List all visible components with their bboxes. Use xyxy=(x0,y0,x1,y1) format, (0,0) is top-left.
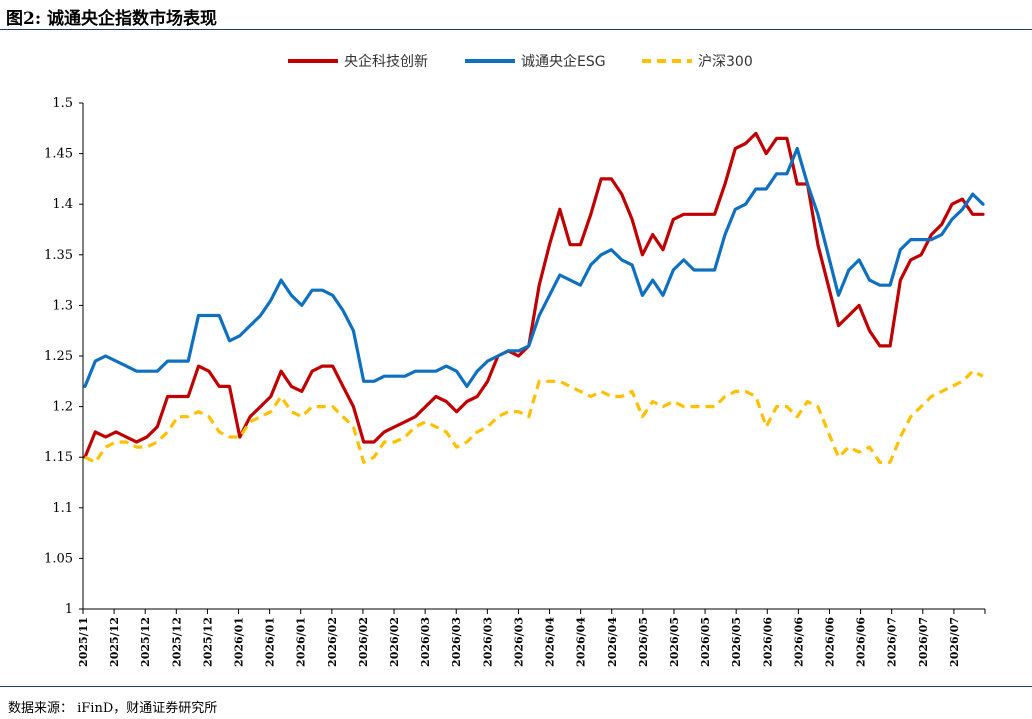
x-tick-label: 2026/02 xyxy=(326,617,339,667)
x-tick-label: 2026/06 xyxy=(823,617,836,667)
y-tick-label: 1.3 xyxy=(52,298,73,313)
x-tick-label: 2026/04 xyxy=(575,617,588,667)
x-tick-label: 2026/02 xyxy=(388,617,401,667)
x-tick-label: 2026/07 xyxy=(917,617,930,667)
legend-label-1: 央企科技创新 xyxy=(344,53,428,70)
x-tick-label: 2025/12 xyxy=(170,617,183,667)
x-tick-label: 2026/01 xyxy=(264,617,277,667)
x-tick-label: 2025/12 xyxy=(139,617,152,667)
x-tick-label: 2026/05 xyxy=(699,617,712,667)
series-line-1 xyxy=(83,131,985,459)
x-tick-label: 2026/03 xyxy=(512,617,525,667)
axes: 1 1.05 1.1 1.15 1.2 1.25 1.3 1.35 1.4 1.45 1.5 2025… xyxy=(44,96,986,667)
y-tick-label: 1.2 xyxy=(52,400,73,415)
x-tick-label: 2026/05 xyxy=(730,617,743,667)
y-tick-label: 1.45 xyxy=(44,147,73,162)
y-tick-label: 1.25 xyxy=(44,349,73,364)
x-tick-label: 2026/01 xyxy=(233,617,246,667)
top-rule xyxy=(0,29,1032,30)
x-tick-label: 2026/02 xyxy=(357,617,370,667)
y-tick-label: 1.35 xyxy=(44,248,73,263)
source-note: 数据来源： iFinD，财通证券研究所 xyxy=(8,701,218,716)
y-tick-label: 1.05 xyxy=(44,551,73,566)
bottom-rule xyxy=(0,686,1032,687)
x-tick-label: 2026/06 xyxy=(761,617,774,667)
x-tick-label: 2026/03 xyxy=(481,617,494,667)
y-tick-label: 1.15 xyxy=(44,450,73,465)
x-tick-label: 2026/03 xyxy=(450,617,463,667)
x-tick-label: 2026/03 xyxy=(419,617,432,667)
x-tick-label: 2026/01 xyxy=(295,617,308,667)
y-tick-label: 1 xyxy=(65,602,73,617)
series-line-3 xyxy=(84,369,984,464)
x-tick-label: 2026/07 xyxy=(948,617,961,667)
x-tick-label: 2026/06 xyxy=(855,617,868,667)
x-tick-label: 2025/11 xyxy=(77,617,90,667)
legend-label-3: 沪深300 xyxy=(698,54,753,70)
legend-label-2: 诚通央企ESG xyxy=(521,53,606,70)
x-tick-label: 2026/06 xyxy=(792,617,805,667)
series-lines xyxy=(83,131,985,464)
y-tick-label: 1.4 xyxy=(52,197,73,212)
x-tick-label: 2025/12 xyxy=(108,617,121,667)
x-tick-label: 2025/12 xyxy=(201,617,214,667)
y-tick-label: 1.5 xyxy=(52,96,73,111)
x-tick-label: 2026/05 xyxy=(668,617,681,667)
series-line-2 xyxy=(83,146,985,388)
x-tick-label: 2026/07 xyxy=(886,617,899,667)
x-tick-label: 2026/04 xyxy=(544,617,557,667)
x-tick-label: 2026/05 xyxy=(637,617,650,667)
legend: 央企科技创新 诚通央企ESG 沪深300 xyxy=(288,53,753,70)
figure-title: 图2: 诚通央企指数市场表现 xyxy=(6,9,218,29)
x-tick-label: 2026/04 xyxy=(606,617,619,667)
y-tick-label: 1.1 xyxy=(52,501,73,516)
